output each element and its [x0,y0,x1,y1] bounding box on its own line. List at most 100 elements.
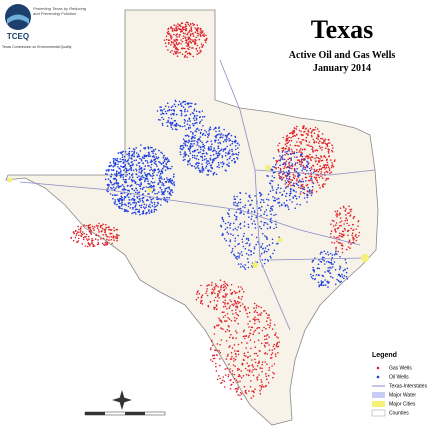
well-dot [215,370,218,372]
well-dot [147,164,149,167]
well-dot [331,219,334,222]
well-dot [138,171,140,173]
well-dot [147,205,150,208]
well-dot [196,166,198,168]
well-dot [72,231,75,233]
well-dot [302,164,305,167]
well-dot [196,44,199,47]
well-dot [300,163,303,166]
well-dot [151,175,153,177]
well-dot [127,169,130,171]
well-dot [136,183,138,186]
well-dot [323,250,326,252]
well-dot [248,335,251,337]
well-dot [165,112,168,115]
well-dot [292,135,294,138]
well-dot [255,216,257,219]
well-dot [161,172,164,174]
well-dot [217,152,220,154]
well-dot [121,184,124,186]
well-dot [163,193,165,196]
well-dot [310,194,313,197]
well-dot [184,158,186,161]
well-dot [318,130,320,133]
well-dot [223,311,225,314]
well-dot [216,308,218,311]
well-dot [164,105,167,107]
well-dot [179,125,182,128]
well-dot [150,146,152,149]
well-dot [258,374,260,376]
well-dot [153,181,156,184]
well-dot [322,275,325,278]
well-dot [234,240,236,242]
well-dot [121,199,123,202]
well-dot [214,296,217,299]
well-dot [271,185,273,188]
well-dot [305,180,307,182]
well-dot [170,126,173,128]
well-dot [168,188,171,190]
well-dot [199,302,202,305]
well-dot [136,173,138,176]
well-dot [320,159,323,162]
well-dot [150,166,152,169]
well-dot [236,332,238,334]
well-dot [288,194,291,197]
well-dot [142,196,145,199]
well-dot [173,29,176,32]
well-dot [333,242,336,244]
well-dot [237,394,239,396]
well-dot [236,369,239,372]
well-dot [164,169,167,172]
well-dot [331,162,333,164]
well-dot [117,160,120,163]
well-dot [173,112,175,115]
well-dot [110,181,113,184]
well-dot [232,313,234,315]
well-dot [163,196,166,199]
well-dot [183,118,186,121]
well-dot [337,250,340,253]
well-dot [184,32,186,35]
well-dot [310,276,313,278]
well-dot [214,149,216,152]
well-dot [242,245,245,248]
well-dot [158,160,160,163]
well-dot [177,26,179,28]
well-dot [330,223,332,225]
well-dot [287,181,290,183]
well-dot [273,199,275,202]
well-dot [120,152,122,155]
well-dot [193,119,196,122]
well-dot [210,339,213,342]
well-dot [272,371,274,374]
well-dot [224,368,227,370]
well-dot [132,169,135,172]
well-dot [145,212,147,215]
well-dot [267,248,270,251]
well-dot [131,155,134,157]
well-dot [314,126,317,129]
well-dot [222,376,224,378]
well-dot [329,266,331,269]
well-dot [349,215,351,217]
well-dot [171,191,174,194]
well-dot [337,236,339,239]
well-dot [194,157,196,159]
well-dot [330,261,333,264]
well-dot [218,317,220,320]
well-dot [247,336,250,339]
well-dot [230,251,233,254]
well-dot [335,246,337,249]
well-dot [182,32,185,34]
well-dot [278,151,280,153]
well-dot [225,239,227,242]
well-dot [275,167,278,170]
well-dot [270,354,273,356]
well-dot [78,228,80,231]
well-dot [300,165,302,167]
well-dot [104,241,107,244]
well-dot [323,166,326,169]
well-dot [208,130,210,132]
